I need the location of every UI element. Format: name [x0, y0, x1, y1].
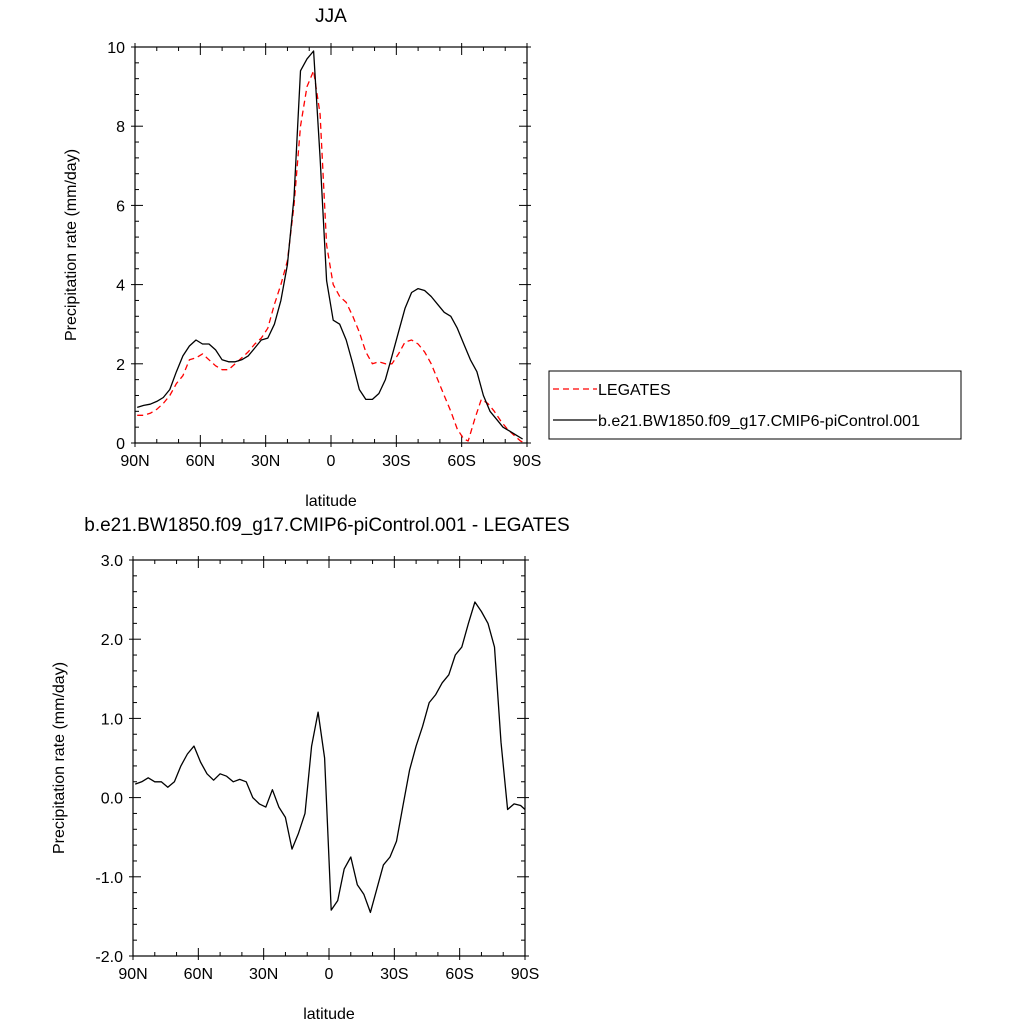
x-tick-label: 30N: [249, 966, 278, 983]
y-axis-label: Precipitation rate (mm/day): [51, 662, 68, 854]
x-tick-label: 30N: [251, 453, 280, 470]
y-tick-label: 0: [116, 436, 125, 453]
series-line-legates: [137, 70, 526, 444]
plot-lines: [134, 601, 526, 914]
x-tick-label: 0: [327, 453, 336, 470]
plot-frame: [132, 559, 526, 957]
y-tick-label: 0.0: [101, 791, 123, 808]
chart-title: JJA: [315, 6, 347, 27]
plot-frame: [134, 46, 528, 444]
x-tick-label: 60S: [447, 453, 475, 470]
chart-title: b.e21.BW1850.f09_g17.CMIP6-piControl.001…: [84, 515, 569, 536]
y-tick-label: 8: [116, 119, 125, 136]
x-tick-label: 30S: [380, 966, 408, 983]
y-tick-label: 10: [107, 40, 125, 57]
x-tick-label: 90S: [513, 453, 541, 470]
x-axis-label: latitude: [303, 1006, 355, 1023]
x-tick-label: 90N: [118, 966, 147, 983]
x-tick-label: 60N: [186, 453, 215, 470]
y-tick-label: 3.0: [101, 553, 123, 570]
y-tick-label: 4: [116, 278, 125, 295]
legend-box: [548, 370, 962, 440]
x-tick-label: 60N: [184, 966, 213, 983]
x-tick-label: 90N: [120, 453, 149, 470]
jja-line-chart: JJA Precipitation rate (mm/day) latitude…: [63, 6, 541, 510]
y-tick-label: 1.0: [101, 711, 123, 728]
series-line-difference: [134, 601, 526, 914]
difference-line-chart: b.e21.BW1850.f09_g17.CMIP6-piControl.001…: [51, 515, 570, 1023]
x-tick-label: 30S: [382, 453, 410, 470]
y-tick-label: 2: [116, 357, 125, 374]
y-tick-label: -1.0: [95, 870, 123, 887]
plot-lines: [137, 50, 526, 444]
x-tick-label: 0: [325, 966, 334, 983]
tick-marks: [129, 556, 529, 960]
x-tick-label: 60S: [445, 966, 473, 983]
series-line-b-e21-bw1850-f09-g17-cmip6-picontrol-001: [137, 50, 523, 440]
legend-label-legates: LEGATES: [598, 382, 671, 399]
y-tick-label: -2.0: [95, 949, 123, 966]
x-tick-label: 90S: [511, 966, 539, 983]
y-axis-label: Precipitation rate (mm/day): [63, 149, 80, 341]
tick-labels: 90N 60N 30N 0 30S 60S 90S 0 2 4 6 8 10: [107, 40, 541, 470]
legend-label-model: b.e21.BW1850.f09_g17.CMIP6-piControl.001: [598, 413, 920, 430]
y-tick-label: 2.0: [101, 632, 123, 649]
tick-labels: 90N 60N 30N 0 30S 60S 90S -2.0 -1.0 0.0 1.0 2.0 3.0: [95, 553, 539, 983]
tick-marks: [131, 43, 531, 447]
x-axis-label: latitude: [305, 493, 357, 510]
legend: LEGATES b.e21.BW1850.f09_g17.CMIP6-piCon…: [548, 370, 962, 440]
y-tick-label: 6: [116, 198, 125, 215]
